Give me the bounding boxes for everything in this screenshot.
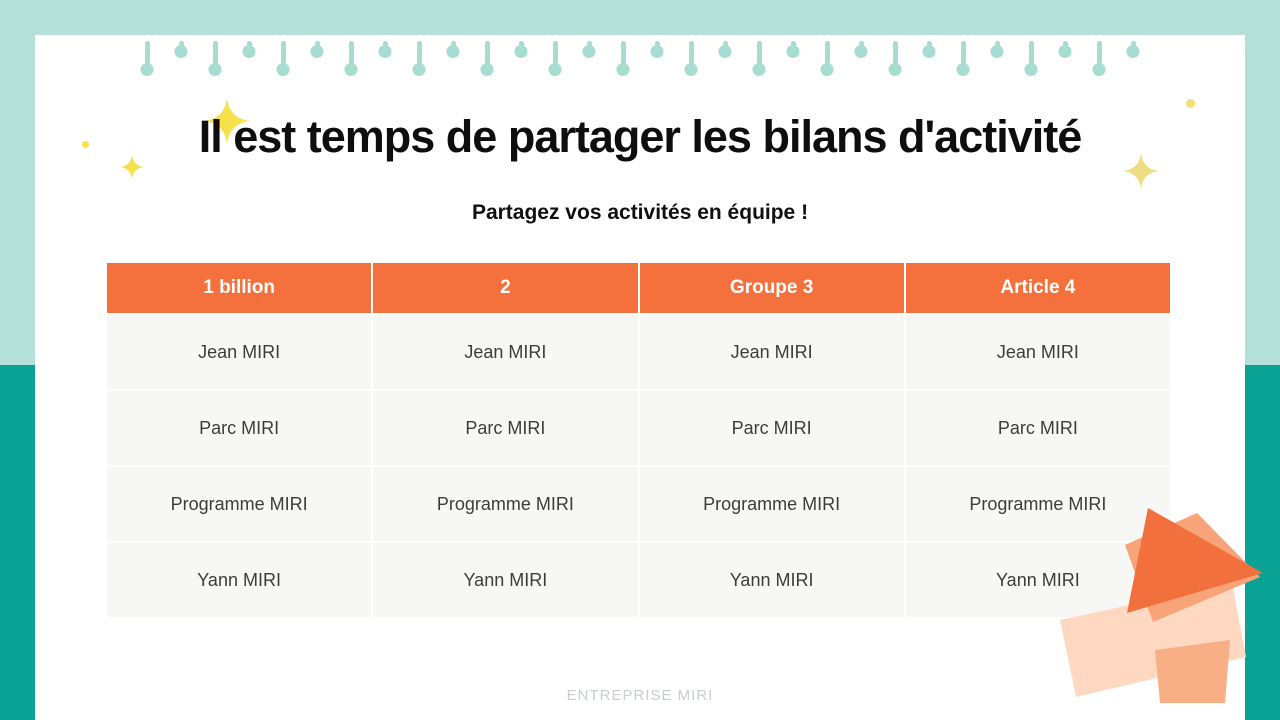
notebook-pin [484, 41, 490, 65]
notebook-pin [892, 41, 898, 65]
table-header-cell: Article 4 [905, 263, 1170, 313]
sparkle-dot-icon [82, 141, 89, 148]
notebook-pin [858, 41, 864, 47]
table-header-cell: Groupe 3 [639, 263, 904, 313]
notebook-pin [348, 41, 354, 65]
table-cell: Parc MIRI [905, 391, 1170, 465]
table-cell: Jean MIRI [107, 315, 372, 389]
table-cell: Programme MIRI [373, 467, 638, 541]
table-cell: Programme MIRI [639, 467, 904, 541]
notebook-pin [314, 41, 320, 47]
table-cell: Jean MIRI [373, 315, 638, 389]
notebook-pin [756, 41, 762, 65]
notebook-pin [1062, 41, 1068, 47]
notebook-pin [926, 41, 932, 47]
notebook-pin [518, 41, 524, 47]
table-cell: Yann MIRI [639, 543, 904, 617]
notebook-pin [450, 41, 456, 47]
sparkle-icon [1123, 153, 1159, 189]
notebook-pin [144, 41, 150, 65]
notebook-pin [722, 41, 728, 47]
notebook-pin [960, 41, 966, 65]
notebook-pin [688, 41, 694, 65]
table-header-cell: 1 billion [107, 263, 372, 313]
notebook-pin [1130, 41, 1136, 47]
notebook-pin [416, 41, 422, 65]
footer-text: ENTREPRISE MIRI [566, 687, 714, 704]
ribbon-decoration-icon [1060, 508, 1263, 703]
notebook-pin [586, 41, 592, 47]
table-cell: Programme MIRI [905, 467, 1170, 541]
table-cell: Yann MIRI [373, 543, 638, 617]
table-cell: Parc MIRI [639, 391, 904, 465]
notebook-pin [1096, 41, 1102, 65]
notebook-pin [280, 41, 286, 65]
table-cell: Yann MIRI [905, 543, 1170, 617]
notebook-pin [552, 41, 558, 65]
sparkle-icon [204, 98, 250, 144]
notebook-pin [382, 41, 388, 47]
notebook-pin [620, 41, 626, 65]
table-cell: Jean MIRI [639, 315, 904, 389]
table-cell: Parc MIRI [373, 391, 638, 465]
notebook-pin [1028, 41, 1034, 65]
sparkle-icon [120, 155, 144, 179]
table-cell: Yann MIRI [107, 543, 372, 617]
notebook-pin [994, 41, 1000, 47]
subtitle: Partagez vos activités en équipe ! [471, 201, 809, 224]
slide-card: Il est temps de partager les bilans d'ac… [35, 35, 1245, 720]
notebook-pin [212, 41, 218, 65]
teams-table: 1 billion 2 Groupe 3 Article 4 Jean MIRI… [107, 263, 1170, 617]
notebook-pin [246, 41, 252, 47]
sparkle-dot-icon [1186, 99, 1195, 108]
page-title: Il est temps de partager les bilans d'ac… [198, 111, 1083, 162]
notebook-pin [654, 41, 660, 47]
notebook-pin [790, 41, 796, 47]
notebook-pin [824, 41, 830, 65]
table-cell: Jean MIRI [905, 315, 1170, 389]
table-header-cell: 2 [373, 263, 638, 313]
table-cell: Programme MIRI [107, 467, 372, 541]
notebook-trim [35, 41, 1245, 65]
table-cell: Parc MIRI [107, 391, 372, 465]
notebook-pin [178, 41, 184, 47]
